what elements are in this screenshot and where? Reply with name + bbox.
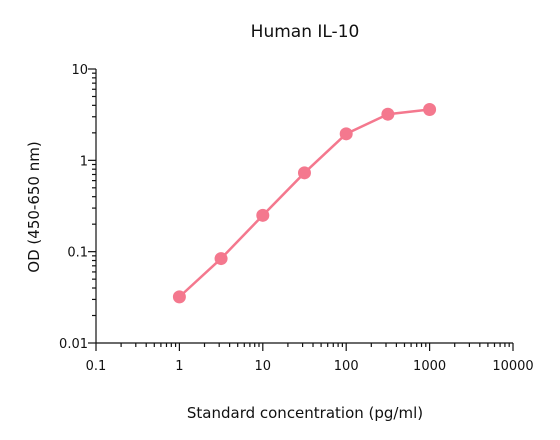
x-tick-label: 10 (255, 359, 272, 374)
data-point (381, 107, 395, 121)
y-tick-label: 0.01 (59, 337, 88, 352)
x-axis-title: Standard concentration (pg/ml) (187, 404, 423, 422)
series-line (178, 108, 430, 298)
series-layer (172, 103, 437, 304)
data-point (256, 208, 270, 222)
x-axis-ticks (95, 343, 514, 351)
data-point (172, 290, 186, 304)
chart-title: Human IL-10 (251, 22, 360, 42)
axes (95, 69, 513, 344)
data-point (297, 166, 311, 180)
x-tick-label: 100 (334, 359, 359, 374)
y-axis-tick-labels: 0.01 0.1 1 10 (59, 63, 88, 352)
y-axis-ticks (88, 68, 96, 344)
data-point (339, 127, 353, 141)
data-point (214, 252, 228, 266)
x-tick-label: 1000 (413, 359, 446, 374)
x-axis-tick-labels: 0.1 1 10 100 1000 10000 (86, 359, 534, 374)
y-tick-label: 10 (71, 63, 88, 78)
x-tick-label: 10000 (492, 359, 533, 374)
x-tick-label: 0.1 (86, 359, 107, 374)
y-axis-title: OD (450-650 nm) (25, 141, 43, 272)
data-point (423, 103, 437, 117)
y-tick-label: 1 (80, 154, 88, 169)
x-tick-label: 1 (175, 359, 183, 374)
y-tick-label: 0.1 (67, 246, 88, 261)
